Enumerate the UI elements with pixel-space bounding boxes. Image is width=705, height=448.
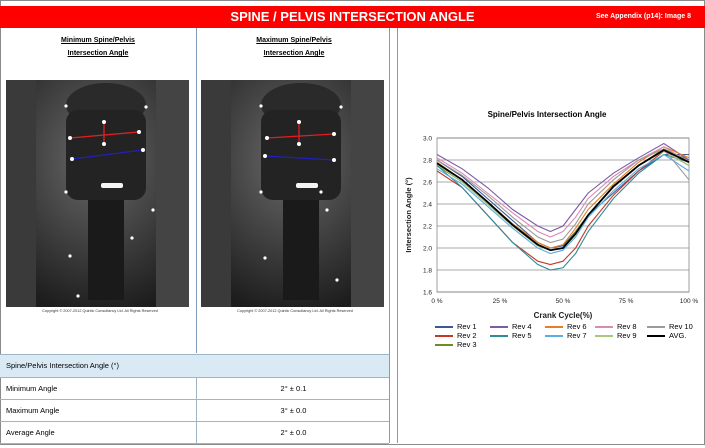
max-angle-heading: Maximum Spine/Pelvis Intersection Angle: [199, 34, 389, 60]
angle-table: Spine/Pelvis Intersection Angle (°) Mini…: [0, 354, 389, 444]
y-tick-label: 1.8: [423, 268, 432, 275]
copyright-text-2: Copyright © 2007-2012 Quintic Consultanc…: [237, 309, 353, 313]
row-value: 2° ± 0.0: [196, 422, 390, 443]
legend-label: Rev 7: [567, 331, 587, 340]
x-tick-label: 0 %: [431, 298, 442, 305]
legend-label: AVG.: [669, 331, 687, 340]
y-tick-label: 2.8: [423, 158, 432, 165]
legend-label: Rev 3: [457, 340, 477, 349]
legend-swatch: [647, 335, 665, 338]
copyright-text: Copyright © 2007-2012 Quintic Consultanc…: [42, 309, 158, 313]
legend-item: AVG.: [647, 331, 686, 340]
legend-item: Rev 4: [490, 322, 532, 331]
y-tick-label: 3.0: [423, 136, 432, 143]
table-row: Maximum Angle 3° ± 0.0: [0, 400, 389, 422]
row-value: 2° ± 0.1: [196, 378, 390, 399]
y-tick-label: 2.4: [423, 202, 432, 209]
max-heading-line2: Intersection Angle: [263, 50, 325, 57]
series-line-rev-7: [436, 153, 690, 255]
series-line-rev-10: [436, 148, 690, 244]
x-tick-label: 50 %: [556, 298, 571, 305]
table-row: Minimum Angle 2° ± 0.1: [0, 378, 389, 400]
chart-svg: 3.0 2.8 2.6 2.4 2.2 2.0 1.8 1.60 % 25 % 50 % 75 % 1…: [404, 136, 699, 321]
max-heading-line1: Maximum Spine/Pelvis: [256, 37, 332, 44]
table-heading: Spine/Pelvis Intersection Angle (°): [6, 361, 120, 370]
table-heading-row: Spine/Pelvis Intersection Angle (°): [0, 355, 389, 378]
legend-swatch: [490, 335, 508, 338]
y-tick-label: 2.6: [423, 180, 432, 187]
page-title: SPINE / PELVIS INTERSECTION ANGLE: [230, 9, 475, 24]
series-line-rev-4: [436, 142, 690, 233]
x-tick-label: 25 %: [493, 298, 508, 305]
legend-item: Rev 5: [490, 331, 532, 340]
min-angle-photo: [6, 80, 189, 307]
chart-title: Spine/Pelvis Intersection Angle: [487, 110, 607, 119]
legend-swatch: [490, 326, 508, 329]
y-tick-label: 2.0: [423, 246, 432, 253]
min-heading-line1: Minimum Spine/Pelvis: [61, 37, 135, 44]
min-angle-heading: Minimum Spine/Pelvis Intersection Angle: [3, 34, 193, 60]
header-bar: SPINE / PELVIS INTERSECTION ANGLE See Ap…: [0, 6, 705, 28]
legend-label: Rev 1: [457, 322, 477, 331]
legend-swatch: [435, 335, 453, 338]
legend-swatch: [545, 335, 563, 338]
legend-swatch: [435, 326, 453, 329]
panel-divider-2: [397, 28, 398, 443]
legend-item: Rev 2: [435, 331, 477, 340]
legend-label: Rev 5: [512, 331, 532, 340]
series-line-rev-5: [436, 153, 690, 271]
legend-item: Rev 9: [595, 331, 637, 340]
plot-border: [436, 137, 690, 293]
x-tick-label: 100 %: [680, 298, 699, 305]
legend-item: Rev 8: [595, 322, 637, 331]
legend-item: Rev 1: [435, 322, 477, 331]
legend-label: Rev 2: [457, 331, 477, 340]
min-heading-line2: Intersection Angle: [67, 50, 129, 57]
legend-swatch: [435, 344, 453, 347]
y-axis-label: Intersection Angle (°): [404, 177, 413, 253]
legend-item: Rev 3: [435, 340, 477, 349]
legend-item: Rev 7: [545, 331, 587, 340]
legend-label: Rev 10: [669, 322, 693, 331]
row-value: 3° ± 0.0: [196, 400, 390, 421]
row-label: Maximum Angle: [6, 406, 60, 415]
legend-label: Rev 6: [567, 322, 587, 331]
legend-swatch: [595, 326, 613, 329]
column-divider: [196, 28, 197, 353]
appendix-link[interactable]: See Appendix (p14): Image 8: [595, 13, 691, 20]
max-angle-photo: [201, 80, 384, 307]
y-tick-label: 1.6: [423, 290, 432, 297]
series-line-avg-: [436, 149, 690, 252]
legend-swatch: [647, 326, 665, 329]
row-label: Average Angle: [6, 428, 55, 437]
y-tick-label: 2.2: [423, 224, 432, 231]
legend-label: Rev 4: [512, 322, 532, 331]
row-label: Minimum Angle: [6, 384, 58, 393]
legend-item: Rev 6: [545, 322, 587, 331]
legend-swatch: [545, 326, 563, 329]
panel-divider: [389, 28, 390, 443]
legend-label: Rev 9: [617, 331, 637, 340]
chart-panel: Spine/Pelvis Intersection Angle 3.0 2.8 2.…: [397, 30, 703, 443]
table-row: Average Angle 2° ± 0.0: [0, 422, 389, 444]
legend-label: Rev 8: [617, 322, 637, 331]
x-tick-label: 75 %: [619, 298, 634, 305]
legend-item: Rev 10: [647, 322, 693, 331]
legend-swatch: [595, 335, 613, 338]
x-axis-label: Crank Cycle(%): [534, 311, 593, 320]
